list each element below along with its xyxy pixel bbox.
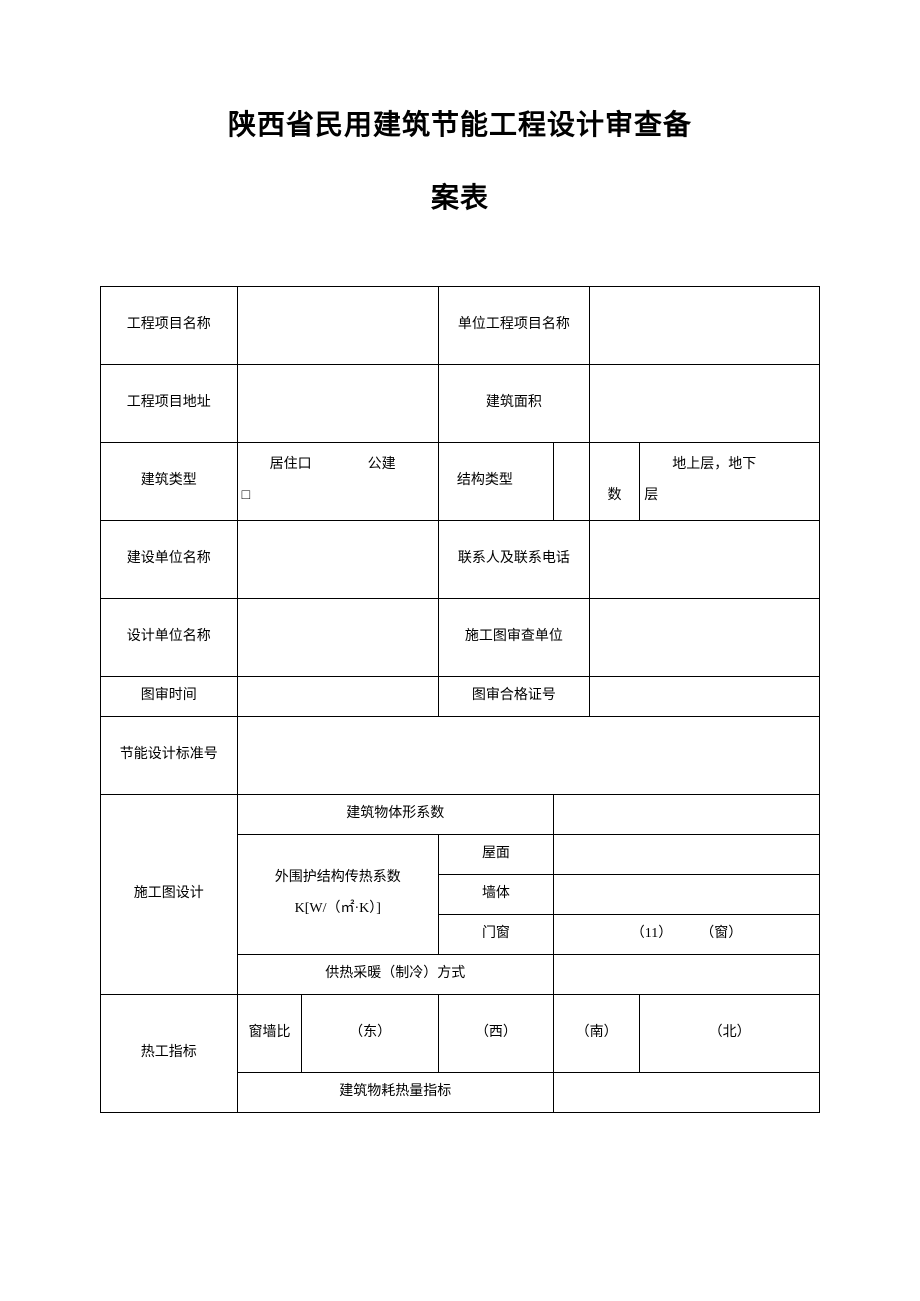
label-envelope-heat: 外围护结构传热系数 K[W/（㎡·K）] xyxy=(237,834,438,954)
label-project-address: 工程项目地址 xyxy=(101,364,238,442)
label-window-wall-ratio: 窗墙比 xyxy=(237,994,302,1072)
label-construction-unit: 建设单位名称 xyxy=(101,520,238,598)
form-table: 工程项目名称 单位工程项目名称 工程项目地址 建筑面积 建筑类型 居住口 公建 □… xyxy=(100,286,820,1113)
input-shape-coefficient[interactable] xyxy=(553,794,819,834)
input-roof[interactable] xyxy=(553,834,819,874)
label-south: （南） xyxy=(553,994,639,1072)
input-review-cert-no[interactable] xyxy=(589,676,819,716)
label-heating-method: 供热采暖（制冷）方式 xyxy=(237,954,553,994)
label-review-cert-no: 图审合格证号 xyxy=(438,676,589,716)
input-heating-method[interactable] xyxy=(553,954,819,994)
page-title: 陕西省民用建筑节能工程设计审查备 案表 xyxy=(100,90,820,236)
input-floor-desc[interactable]: 地上层，地下层 xyxy=(640,442,820,520)
label-roof: 屋面 xyxy=(438,834,553,874)
label-shape-coefficient: 建筑物体形系数 xyxy=(237,794,553,834)
input-review-time[interactable] xyxy=(237,676,438,716)
input-energy-std-no[interactable] xyxy=(237,716,819,794)
label-energy-std-no: 节能设计标准号 xyxy=(101,716,238,794)
residential-checkbox-label: 居住口 xyxy=(270,457,312,472)
label-building-area: 建筑面积 xyxy=(438,364,589,442)
label-north: （北） xyxy=(640,994,820,1072)
title-line-1: 陕西省民用建筑节能工程设计审查备 xyxy=(228,110,692,141)
input-unit-project-name[interactable] xyxy=(589,286,819,364)
input-construction-unit[interactable] xyxy=(237,520,438,598)
label-door-window: 门窗 xyxy=(438,914,553,954)
label-thermal-indicator: 热工指标 xyxy=(101,994,238,1112)
input-contact[interactable] xyxy=(589,520,819,598)
public-checkbox-label: 公建 xyxy=(368,457,396,472)
input-project-name[interactable] xyxy=(237,286,438,364)
label-structure-type: 结构类型 xyxy=(438,442,553,520)
input-design-unit[interactable] xyxy=(237,598,438,676)
label-floor-count: 数 xyxy=(589,442,639,520)
label-review-time: 图审时间 xyxy=(101,676,238,716)
label-heat-consumption: 建筑物耗热量指标 xyxy=(237,1072,553,1112)
input-building-type[interactable]: 居住口 公建 □ xyxy=(237,442,438,520)
label-project-name: 工程项目名称 xyxy=(101,286,238,364)
input-building-area[interactable] xyxy=(589,364,819,442)
label-design-unit: 设计单位名称 xyxy=(101,598,238,676)
input-heat-consumption[interactable] xyxy=(553,1072,819,1112)
label-contact: 联系人及联系电话 xyxy=(438,520,589,598)
label-east: （东） xyxy=(302,994,439,1072)
label-review-unit: 施工图审查单位 xyxy=(438,598,589,676)
input-structure-type[interactable] xyxy=(553,442,589,520)
input-review-unit[interactable] xyxy=(589,598,819,676)
label-west: （西） xyxy=(438,994,553,1072)
public-checkbox[interactable]: □ xyxy=(242,488,250,503)
label-wall: 墙体 xyxy=(438,874,553,914)
input-wall[interactable] xyxy=(553,874,819,914)
label-building-type: 建筑类型 xyxy=(101,442,238,520)
title-line-2: 案表 xyxy=(431,183,489,214)
label-unit-project-name: 单位工程项目名称 xyxy=(438,286,589,364)
input-door-window[interactable]: （11） （窗） xyxy=(553,914,819,954)
label-construction-design: 施工图设计 xyxy=(101,794,238,994)
input-project-address[interactable] xyxy=(237,364,438,442)
